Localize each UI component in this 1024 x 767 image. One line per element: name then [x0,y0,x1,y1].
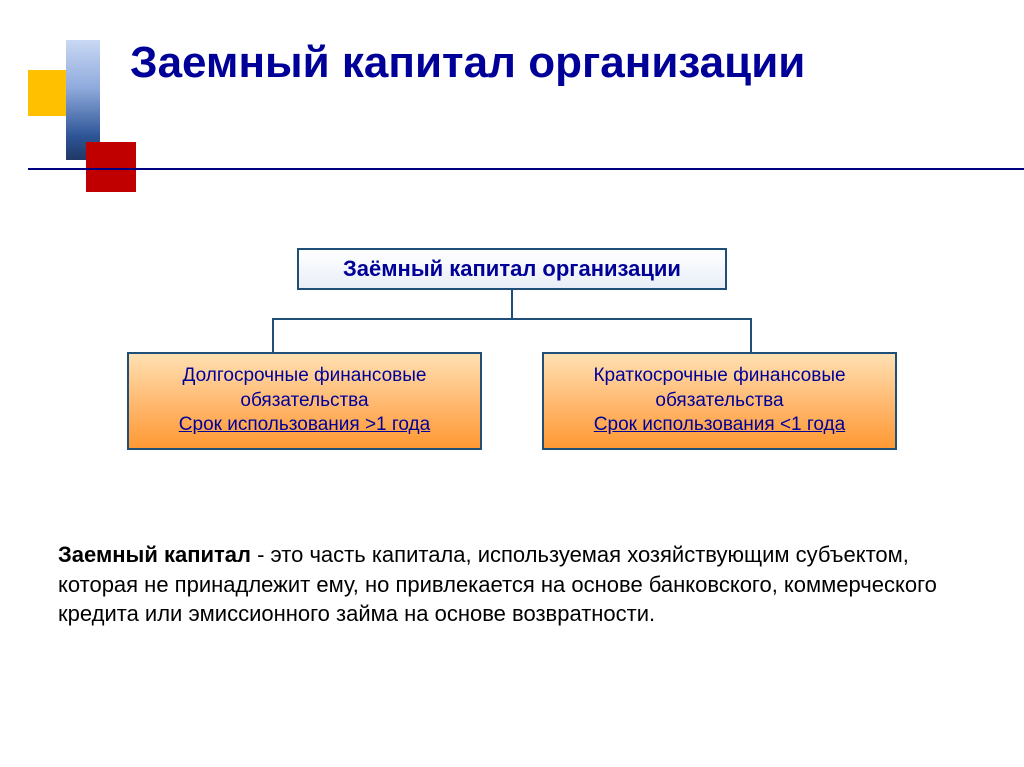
slide-title: Заемный капитал организации [130,38,805,89]
child-label-line1: Долгосрочные финансовые обязательства [137,364,472,413]
child-node-longterm: Долгосрочные финансовые обязательства Ср… [127,352,482,450]
deco-square-red [86,142,136,192]
child-row: Долгосрочные финансовые обязательства Ср… [0,352,1024,450]
org-chart: Заёмный капитал организации Долгосрочные… [0,248,1024,450]
child-node-shortterm: Краткосрочные финансовые обязательства С… [542,352,897,450]
deco-horizontal-line [28,168,1024,170]
title-decoration [28,40,138,220]
connector-lines [197,290,827,352]
definition-term: Заемный капитал [58,542,251,567]
root-node: Заёмный капитал организации [297,248,727,290]
child-label-line1: Краткосрочные финансовые обязательства [552,364,887,413]
child-label-line2: Срок использования >1 года [137,413,472,438]
definition-paragraph: Заемный капитал - это часть капитала, ис… [58,540,966,629]
child-label-line2: Срок использования <1 года [552,413,887,438]
